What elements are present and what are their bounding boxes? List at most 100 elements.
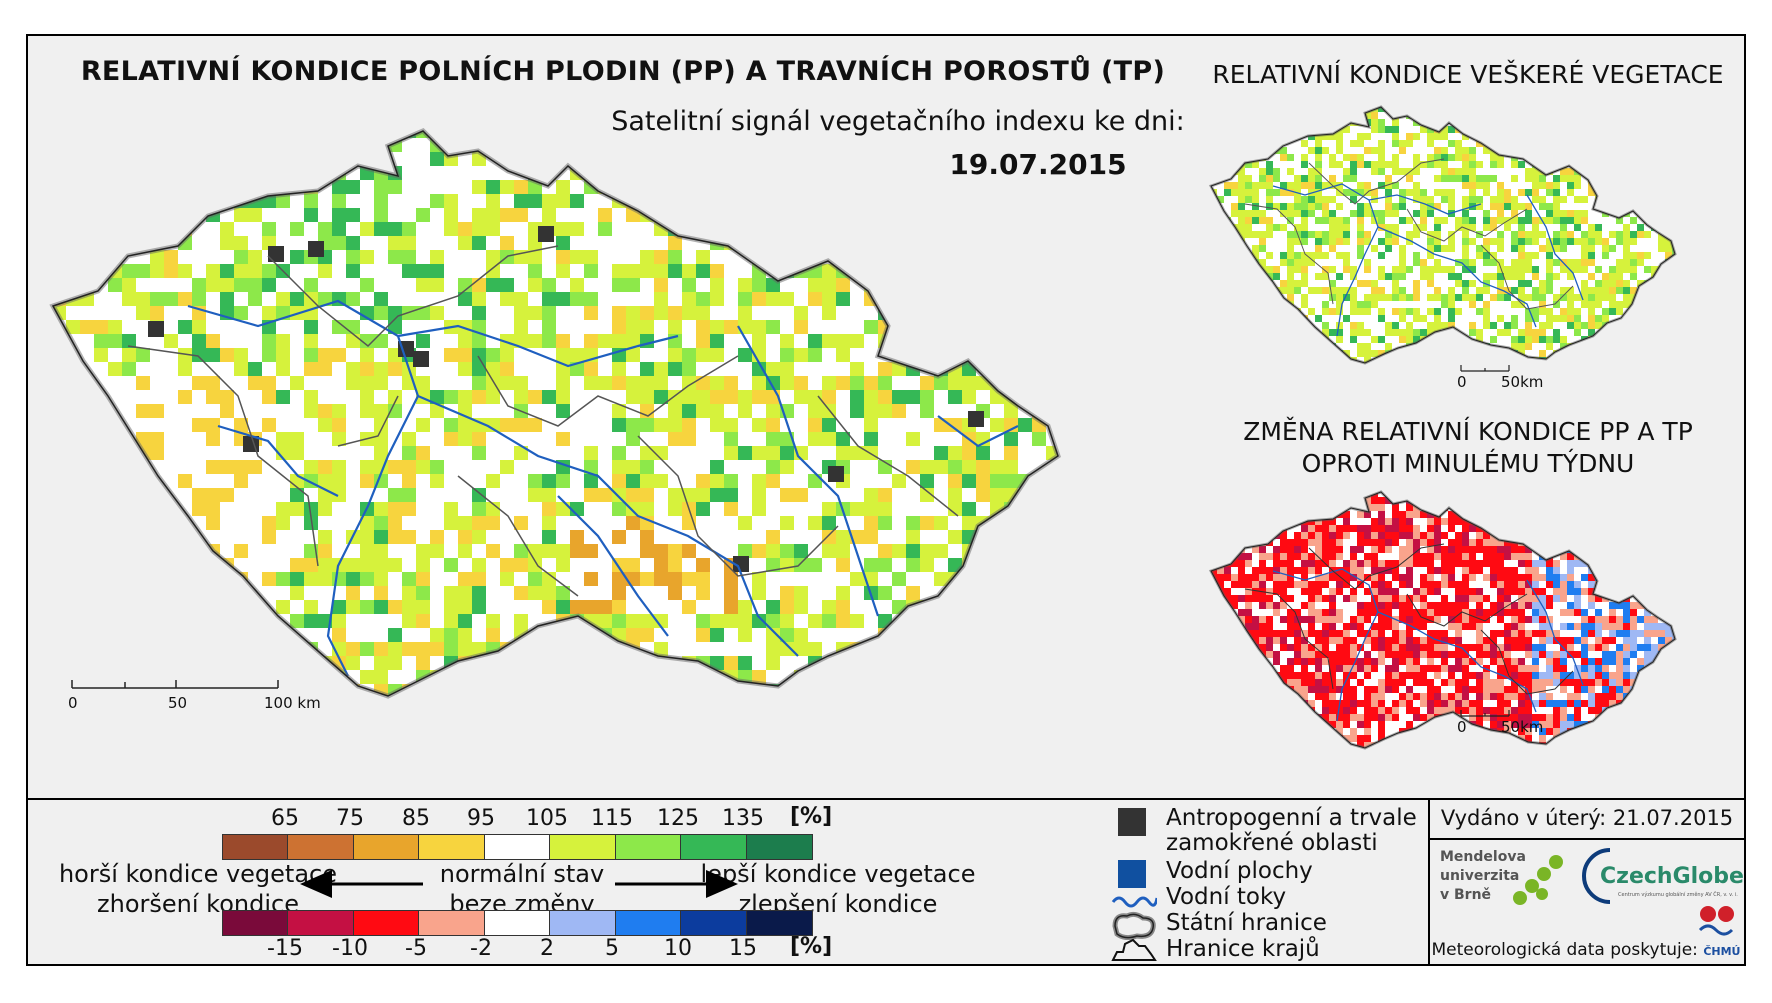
change-color-step [681, 911, 747, 935]
czechglobe-logo-text: CzechGlobe [1600, 864, 1744, 889]
condition-color-step [615, 835, 682, 859]
rivers-small-bottom [1272, 568, 1584, 722]
condition-color-step [223, 835, 289, 859]
condition-color-step [484, 835, 551, 859]
region-border-icon [1111, 938, 1157, 961]
state-border-label: Státní hranice [1166, 910, 1327, 936]
mendel-logo-icon [1513, 855, 1563, 905]
change-color-step [550, 911, 616, 935]
condition-tick: 105 [526, 806, 568, 831]
change-map-title: ZMĚNA RELATIVNÍ KONDICE PP A TP OPROTI M… [1198, 416, 1738, 480]
state-border-icon [1112, 911, 1156, 940]
condition-tick: 125 [657, 806, 699, 831]
water-label: Vodní plochy [1166, 858, 1313, 884]
change-color-step [746, 911, 812, 935]
chmu-logo-text: ČHMÚ [1703, 945, 1741, 958]
change-unit: [%] [790, 934, 833, 959]
bottom-scale-bar: 0 50km [1457, 710, 1543, 736]
map-frame: RELATIVNÍ KONDICE POLNÍCH PLODIN (PP) A … [26, 34, 1746, 966]
change-tick: 15 [729, 936, 757, 961]
change-color-step [615, 911, 682, 935]
condition-color-step [746, 835, 812, 859]
normal-state-label: normální stav [439, 860, 605, 888]
condition-color-step [419, 835, 485, 859]
info-divider-horizontal [1428, 838, 1744, 840]
change-tick: -2 [470, 936, 492, 961]
top-scale-label-0: 0 [1457, 373, 1467, 391]
czechglobe-subtitle: Centrum výzkumu globální změny AV ČR, v.… [1618, 892, 1738, 898]
worse-condition-label: horší kondice vegetace [58, 860, 338, 888]
condition-color-step [353, 835, 420, 859]
bottom-scale-label-50km: 50km [1501, 718, 1543, 736]
info-divider [1428, 800, 1430, 966]
mendel-line2: univerzita [1440, 868, 1520, 884]
main-title: RELATIVNÍ KONDICE POLNÍCH PLODIN (PP) A … [80, 56, 1166, 87]
region-borders-small-top [1244, 158, 1574, 310]
meteo-label: Meteorologická data poskytuje: [1431, 940, 1698, 960]
change-tick: 10 [664, 936, 692, 961]
bottom-scale-label-0: 0 [1457, 718, 1467, 736]
main-scale-bar: 0 50 100 km [68, 680, 321, 712]
condition-unit: [%] [790, 804, 833, 829]
mendel-logo-text: Mendelova univerzita v Brně [1440, 848, 1526, 905]
change-tick: -10 [332, 936, 368, 961]
change-tick: -5 [405, 936, 427, 961]
condition-tick: 75 [336, 806, 364, 831]
czechglobe-arc-icon [1582, 848, 1611, 904]
change-color-step [353, 911, 420, 935]
anthropogenic-label-1: Antropogenní a trvale [1166, 805, 1417, 831]
arrow-right-icon [615, 870, 738, 898]
condition-color-step [550, 835, 616, 859]
top-scale-bar: 0 50km [1457, 365, 1543, 391]
mendel-line1: Mendelova [1440, 849, 1526, 865]
chmu-logo-icon [1698, 906, 1734, 936]
scale-label-50: 50 [168, 694, 187, 712]
condition-color-bar [222, 834, 813, 860]
vegetation-condition-map: 0 50km [1209, 105, 1677, 391]
change-tick: -15 [267, 936, 303, 961]
subtitle: Satelitní signál vegetačního indexu ke d… [611, 106, 1185, 137]
change-color-step [419, 911, 485, 935]
condition-color-step [288, 835, 354, 859]
change-color-bar [222, 910, 813, 936]
condition-change-map: 0 50km [1209, 490, 1677, 750]
anthropogenic-label-2: zamokřené oblasti [1166, 830, 1378, 856]
region-borders-small-bottom [1244, 543, 1574, 695]
better-condition-label: lepší kondice vegetace [700, 860, 976, 888]
condition-tick: 65 [271, 806, 299, 831]
river-icon [1111, 896, 1157, 908]
meteo-provider: Meteorologická data poskytuje: ČHMÚ [1430, 940, 1742, 960]
mendel-line3: v Brně [1440, 887, 1492, 903]
change-color-step [484, 911, 551, 935]
condition-tick: 85 [402, 806, 430, 831]
change-color-step [223, 911, 289, 935]
legend-water: Vodní plochy [1118, 858, 1313, 888]
legend-anthropogenic: Antropogenní a trvale zamokřené oblasti [1118, 806, 1417, 856]
map-date: 19.07.2015 [949, 148, 1127, 181]
condition-tick: 95 [467, 806, 495, 831]
change-tick: 2 [540, 936, 554, 961]
region-border-label: Hranice krajů [1166, 936, 1320, 962]
main-condition-map: 0 50 100 km [38, 96, 1198, 712]
anthropogenic-area-icon [1118, 808, 1146, 836]
rivers-small-top [1272, 183, 1584, 337]
change-color-step [288, 911, 354, 935]
condition-tick: 115 [591, 806, 633, 831]
change-map-title-line1: ZMĚNA RELATIVNÍ KONDICE PP A TP [1243, 417, 1693, 446]
arrow-left-icon [300, 870, 423, 898]
condition-tick: 135 [722, 806, 764, 831]
water-body-icon [1118, 860, 1146, 888]
issued-date: Vydáno v úterý: 21.07.2015 [1440, 806, 1734, 830]
legend-area: 65 75 85 95 105 115 125 135 [%] horší ko… [28, 800, 1744, 966]
scale-label-0: 0 [68, 694, 78, 712]
change-tick: 5 [605, 936, 619, 961]
rivers [187, 299, 1019, 677]
rivers-label: Vodní toky [1166, 884, 1287, 910]
scale-label-100km: 100 km [264, 694, 321, 712]
vegetation-map-title: RELATIVNÍ KONDICE VEŠKERÉ VEGETACE [1212, 60, 1724, 89]
top-scale-label-50km: 50km [1501, 373, 1543, 391]
condition-color-step [681, 835, 747, 859]
region-borders [127, 245, 959, 597]
change-map-title-line2: OPROTI MINULÉMU TÝDNU [1301, 449, 1635, 478]
map-area: RELATIVNÍ KONDICE POLNÍCH PLODIN (PP) A … [28, 36, 1744, 800]
